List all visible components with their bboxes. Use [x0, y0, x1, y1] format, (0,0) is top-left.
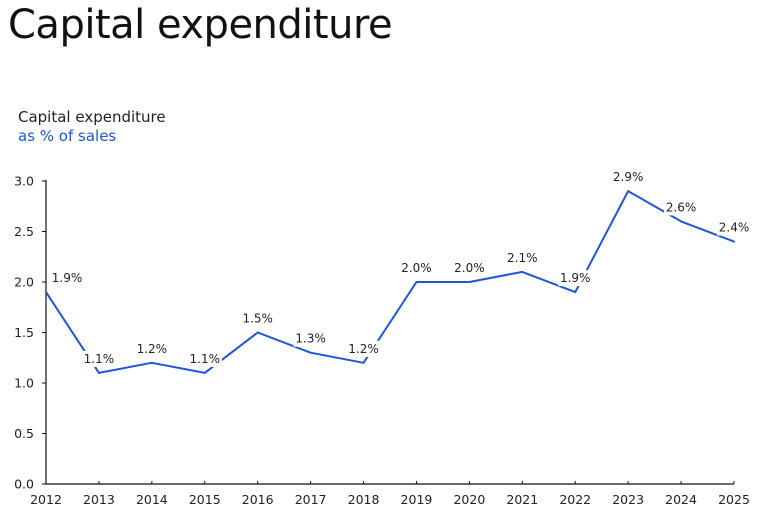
- x-tick-label: 2019: [401, 492, 433, 507]
- data-point: [309, 351, 312, 354]
- data-point: [97, 371, 100, 374]
- data-point: [150, 361, 153, 364]
- x-tick-label: 2013: [83, 492, 115, 507]
- x-tick-label: 2024: [665, 492, 697, 507]
- data-label: 1.1%: [190, 352, 221, 366]
- data-label: 2.6%: [666, 200, 697, 214]
- data-point: [627, 190, 630, 193]
- data-label: 1.5%: [242, 312, 273, 326]
- y-tick-label: 3.0: [14, 174, 34, 189]
- y-tick-label: 1.5: [14, 325, 34, 340]
- data-point: [468, 281, 471, 283]
- data-label-bg: [50, 270, 84, 287]
- chart-subtitle: Capital expenditure: [18, 108, 166, 126]
- data-label: 1.9%: [52, 271, 83, 285]
- data-label-bg: [717, 219, 751, 236]
- data-label-bg: [81, 350, 116, 367]
- x-tick-label: 2014: [136, 492, 168, 507]
- data-label-bg: [452, 260, 487, 276]
- data-label: 2.0%: [454, 261, 485, 275]
- data-point: [574, 291, 577, 294]
- y-tick-label: 2.0: [14, 275, 34, 290]
- data-point: [415, 281, 418, 283]
- data-label-bg: [505, 249, 540, 266]
- data-label: 1.2%: [348, 342, 379, 356]
- data-label: 2.1%: [507, 251, 538, 265]
- data-label-bg: [664, 199, 699, 216]
- data-label: 1.1%: [84, 352, 115, 366]
- data-label: 2.0%: [401, 261, 432, 275]
- x-tick-label: 2016: [242, 492, 274, 507]
- y-tick-label: 0.5: [14, 426, 34, 441]
- x-tick-label: 2023: [612, 492, 644, 507]
- data-label: 1.9%: [560, 271, 591, 285]
- data-label-bg: [399, 260, 434, 276]
- y-tick-label: 1.0: [14, 376, 34, 391]
- data-label: 2.9%: [613, 170, 644, 184]
- data-label: 1.3%: [295, 332, 326, 346]
- data-point: [256, 331, 259, 334]
- data-label: 2.4%: [719, 221, 750, 235]
- x-tick-label: 2025: [718, 492, 750, 507]
- data-point: [203, 371, 206, 374]
- data-label-bg: [187, 350, 222, 367]
- data-label: 1.2%: [137, 342, 168, 356]
- x-tick-label: 2015: [189, 492, 221, 507]
- data-label-bg: [293, 330, 328, 347]
- data-point: [733, 240, 735, 243]
- data-label-bg: [240, 310, 275, 327]
- data-label-bg: [611, 169, 646, 186]
- x-tick-label: 2017: [295, 492, 327, 507]
- x-tick-label: 2012: [30, 492, 62, 507]
- y-tick-label: 0.0: [14, 477, 34, 492]
- x-tick-label: 2022: [559, 492, 591, 507]
- x-tick-label: 2018: [348, 492, 380, 507]
- data-label-bg: [558, 270, 593, 287]
- x-tick-label: 2021: [506, 492, 538, 507]
- series-line: [45, 190, 735, 374]
- chart-subtitle-unit: as % of sales: [18, 127, 117, 145]
- data-point: [362, 361, 365, 364]
- x-tick-label: 2020: [453, 492, 485, 507]
- page-title: Capital expenditure: [8, 2, 393, 48]
- data-label-bg: [346, 340, 381, 357]
- y-tick-label: 2.5: [14, 224, 34, 239]
- data-label-bg: [134, 340, 169, 357]
- data-point: [680, 220, 683, 223]
- data-point: [521, 270, 524, 273]
- data-point: [45, 291, 47, 294]
